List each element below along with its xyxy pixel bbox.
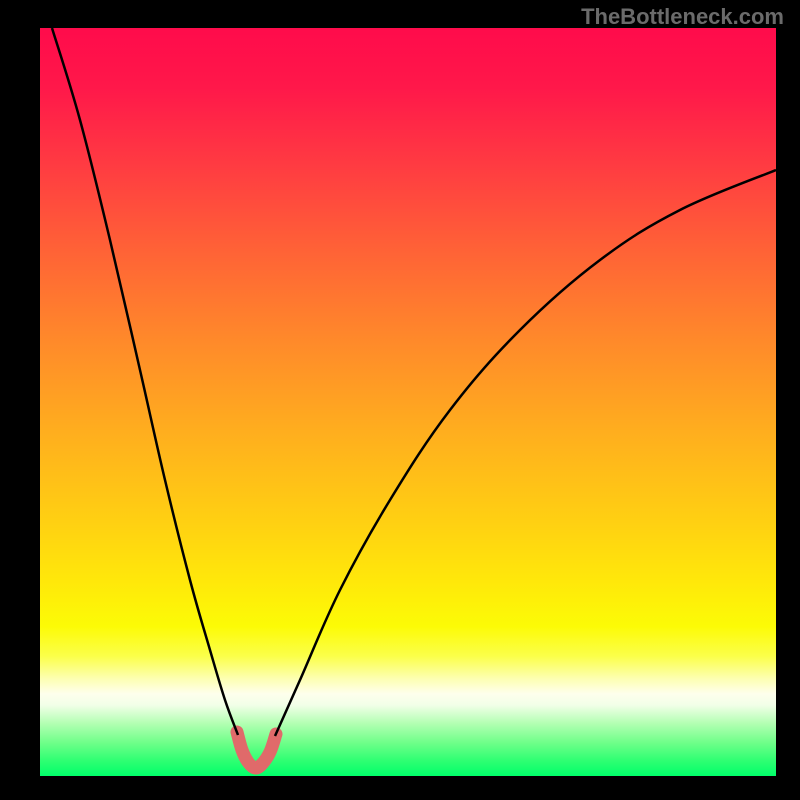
chart-container: TheBottleneck.com	[0, 0, 800, 800]
plot-background	[40, 28, 776, 776]
watermark-text: TheBottleneck.com	[581, 4, 784, 30]
bottleneck-curve-chart	[0, 0, 800, 800]
